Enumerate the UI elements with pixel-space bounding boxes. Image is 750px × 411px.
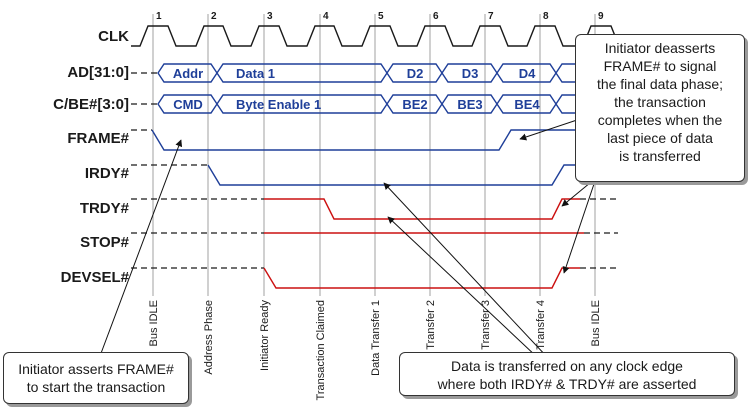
clock-number-6: 6 [433,11,439,22]
clk-label: CLK [98,28,129,45]
trdy-signal [131,198,618,220]
phase-label-transaction-claimed: Transaction Claimed [315,300,327,400]
trdy-label: TRDY# [80,200,130,217]
frame-label: FRAME# [67,130,129,147]
annotation-arrows [99,119,597,359]
ad-label: AD[31:0] [67,64,129,81]
cbe-cell-be2: BE2 [402,97,427,112]
arrow-frame-assert [99,139,183,357]
irdy-signal [131,164,618,186]
callout-frame-deassert: Initiator deasserts FRAME# to signal the… [575,34,745,182]
irdy-label: IRDY# [85,165,130,182]
arrow-irdy-transfer [383,182,549,359]
phase-label-data-transfer-1: Data Transfer 1 [370,300,382,376]
callout-frame-assert: Initiator asserts FRAME# to start the tr… [3,352,189,404]
stop-label: STOP# [80,234,130,251]
ad-cell-d2: D2 [407,66,424,81]
cbe-label: C/BE#[3:0] [53,96,129,113]
devsel-waveform [263,267,580,289]
clock-number-8: 8 [543,11,549,22]
clock-number-4: 4 [323,11,329,22]
phase-label-bus-idle-end: Bus IDLE [590,300,602,346]
signal-labels: CLK AD[31:0] C/BE#[3:0] FRAME# IRDY# TRD… [53,28,130,286]
cbe-bus-lines [157,94,576,114]
clock-number-1: 1 [156,11,162,22]
phase-label-transfer-4: Transfer 4 [535,300,547,350]
clock-numbers: 1 2 3 4 5 6 7 8 9 [156,11,604,22]
phase-label-initiator-ready: Initiator Ready [259,300,271,371]
clock-number-9: 9 [598,11,604,22]
clock-number-3: 3 [267,11,273,22]
arrow-devsel-deassert [562,177,597,274]
ad-cell-addr: Addr [173,66,203,81]
frame-waveform [151,129,576,151]
arrow-frame-deassert [519,119,578,141]
frame-signal [131,129,576,151]
arrow-trdy-transfer [387,216,539,359]
phase-label-bus-idle-start: Bus IDLE [148,300,160,346]
phase-label-transfer-3: Transfer 3 [480,300,492,350]
clock-number-5: 5 [378,11,384,22]
phase-label-address-phase: Address Phase [203,300,215,375]
arrow-trdy-deassert [561,177,597,207]
clock-number-2: 2 [211,11,217,22]
devsel-label: DEVSEL# [61,269,130,286]
ad-bus-lines [157,63,576,83]
phase-labels: Bus IDLE Address Phase Initiator Ready T… [148,300,602,401]
cbe-cell-cmd: CMD [173,97,203,112]
cbe-bus: CMD Byte Enable 1 BE2 BE3 BE4 [131,94,618,114]
ad-cell-data1: Data 1 [236,66,275,81]
clock-number-7: 7 [488,11,494,22]
cbe-cell-be3: BE3 [457,97,482,112]
cbe-cell-be4: BE4 [514,97,540,112]
phase-label-transfer-2: Transfer 2 [425,300,437,350]
cbe-cell-byte-enable-1: Byte Enable 1 [236,97,321,112]
ad-cell-d4: D4 [519,66,536,81]
ad-cell-d3: D3 [462,66,479,81]
devsel-signal [131,267,618,289]
trdy-waveform [264,198,580,220]
clk-waveform [131,25,620,47]
clock-gridlines [152,14,596,296]
callout-data-transfer: Data is transferred on any clock edge wh… [399,352,735,396]
ad-bus: Addr Data 1 D2 D3 D4 [131,63,618,83]
irdy-waveform [207,164,580,186]
